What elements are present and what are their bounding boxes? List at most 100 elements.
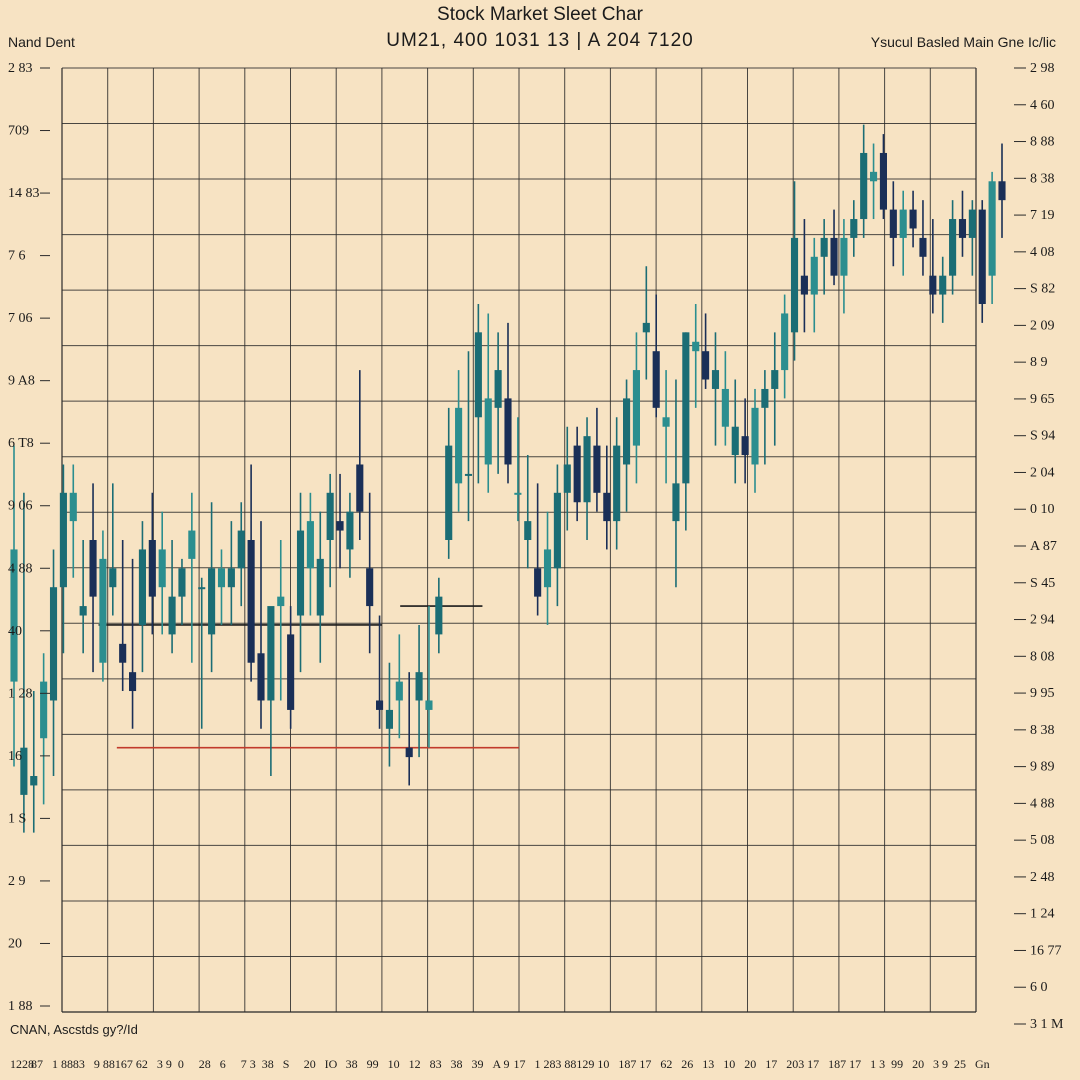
candle-body	[939, 275, 947, 295]
candle-body	[949, 219, 957, 276]
candle-body	[69, 492, 77, 522]
left-tick-label: 14 83	[8, 186, 40, 201]
candle-body	[267, 606, 275, 701]
candle-body	[30, 776, 38, 786]
x-tick-label: 17	[849, 1057, 861, 1071]
x-tick-label: 83	[73, 1057, 85, 1071]
candle-body	[573, 445, 581, 503]
candle-body	[385, 709, 393, 729]
x-tick-label: 187	[828, 1057, 846, 1071]
x-tick-label: 38	[346, 1057, 358, 1071]
left-tick-label: 20	[8, 936, 22, 951]
candle-body	[998, 181, 1006, 201]
x-tick-label: 12	[409, 1057, 421, 1071]
candle-body	[741, 436, 749, 456]
candle-body	[356, 464, 364, 512]
left-tick-label: 709	[8, 124, 29, 139]
x-tick-label: 20	[912, 1057, 924, 1071]
candle-body	[781, 313, 789, 371]
candle-body	[208, 568, 216, 635]
candle-body	[771, 370, 779, 389]
candle-body	[850, 219, 858, 238]
right-tick-label: 2 94	[1030, 613, 1055, 628]
candle-body	[553, 492, 561, 569]
x-tick-label: 129	[576, 1057, 594, 1071]
right-tick-label: 2 98	[1030, 61, 1055, 76]
left-tick-label: 9 06	[8, 499, 33, 514]
candle-body	[316, 558, 324, 616]
candle-body	[820, 237, 828, 257]
x-tick-label: 26	[681, 1057, 693, 1071]
candle-body	[711, 370, 720, 389]
x-tick-label: 167	[115, 1057, 133, 1071]
candle-body	[968, 209, 976, 238]
right-tick-label: 16 77	[1030, 943, 1062, 958]
x-tick-label: 3 88	[555, 1057, 576, 1071]
x-tick-label: 83	[430, 1057, 442, 1071]
candle-body	[672, 483, 680, 522]
candle-body	[800, 275, 808, 295]
candle-body	[99, 558, 107, 663]
right-tick-label: 2 09	[1030, 318, 1055, 333]
candle-body	[919, 237, 927, 257]
x-tick-label: 17	[639, 1057, 651, 1071]
x-tick-label: S	[283, 1057, 290, 1071]
candle-body	[603, 492, 611, 522]
x-tick-label: 203	[786, 1057, 804, 1071]
candle-body	[494, 370, 502, 408]
left-tick-label: 16	[8, 749, 22, 764]
candle-body	[257, 653, 265, 701]
candle-body	[810, 256, 818, 295]
right-tick-label: 1 24	[1030, 907, 1055, 922]
right-tick-label: 4 88	[1030, 796, 1055, 811]
candle-body	[158, 549, 166, 588]
candle-body	[10, 549, 18, 682]
left-axis: 2 83 709 14 83 7 6 7 06 9 A8 6 T8 9 06 4 88 40 1…	[8, 61, 50, 1014]
x-tick-label: 99	[367, 1057, 379, 1071]
candle-body	[435, 596, 443, 635]
x-tick-label: 38	[262, 1057, 274, 1071]
candle-body	[682, 332, 690, 484]
candle-body	[296, 530, 305, 616]
candle-body	[751, 407, 759, 465]
right-tick-label: 9 65	[1030, 392, 1055, 407]
left-tick-label: 7 6	[8, 249, 26, 264]
candle-body	[79, 606, 87, 616]
right-axis-title: Ysucul Basled Main Gne Ic/lic	[870, 34, 1056, 50]
candle-body	[642, 322, 650, 333]
right-tick-label: S 45	[1030, 576, 1055, 591]
x-tick-label: 20	[744, 1057, 756, 1071]
x-tick-label: 17	[765, 1057, 777, 1071]
right-tick-label: S 82	[1030, 282, 1055, 297]
right-tick-label: S 94	[1030, 429, 1055, 444]
left-tick-label: 1 88	[8, 999, 33, 1014]
right-tick-label: 4 08	[1030, 245, 1055, 260]
candle-body	[702, 351, 710, 380]
x-tick-label: 7 3	[241, 1057, 256, 1071]
candles	[10, 124, 1006, 833]
candle-body	[445, 445, 453, 540]
candle-body	[138, 549, 146, 625]
candle-body	[790, 237, 799, 333]
right-tick-label: 6 0	[1030, 980, 1048, 995]
chart-subtitle: UM21, 400 1031 13 | A 204 7120	[386, 30, 694, 51]
candle-body	[484, 398, 492, 465]
candle-body	[879, 152, 887, 210]
x-tick-label: 9 88	[94, 1057, 115, 1071]
candle-body	[89, 540, 97, 597]
candle-body	[662, 417, 670, 427]
x-tick-label: 6	[220, 1057, 226, 1071]
right-tick-label: 2 48	[1030, 870, 1055, 885]
candle-body	[692, 341, 700, 352]
right-tick-label: 9 89	[1030, 760, 1055, 775]
right-tick-label: 4 60	[1030, 98, 1055, 113]
candle-body	[20, 747, 28, 795]
candle-body	[59, 492, 67, 588]
right-tick-label: 0 10	[1030, 502, 1055, 517]
candle-body	[563, 464, 571, 493]
candle-body	[474, 332, 482, 418]
x-tick-label: 10	[723, 1057, 735, 1071]
candle-body	[721, 388, 729, 427]
